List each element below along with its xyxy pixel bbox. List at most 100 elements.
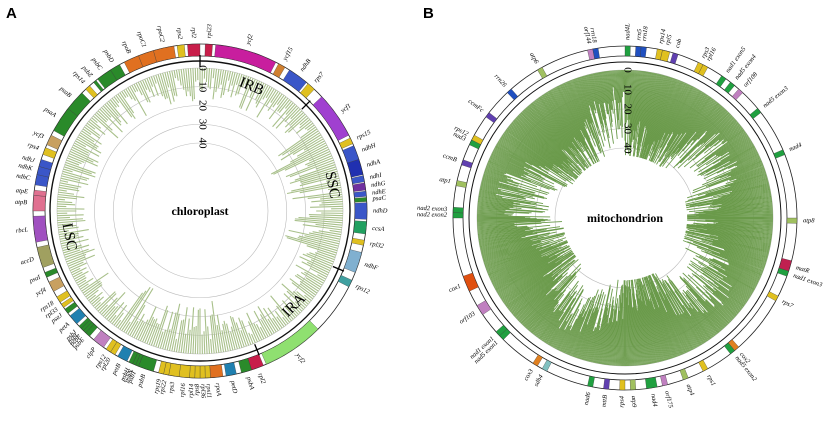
coverage-bar [685, 188, 771, 207]
coverage-bar [255, 81, 263, 94]
coverage-bar [667, 279, 711, 340]
coverage-bar [276, 305, 291, 323]
coverage-bar [57, 218, 83, 221]
coverage-bar [607, 70, 613, 110]
coverage-bar [70, 148, 99, 163]
coverage-bar [630, 70, 635, 130]
coverage-bar [702, 272, 747, 304]
gene-label: cox1 [448, 283, 462, 294]
coverage-bar [721, 266, 758, 286]
gene-label: ycf2 [294, 351, 307, 365]
coverage-bar [695, 212, 773, 216]
coverage-bar [540, 310, 562, 340]
coverage-bar [515, 274, 563, 319]
coverage-bar [612, 320, 617, 366]
coverage-bar [585, 75, 597, 111]
coverage-bar [255, 323, 265, 340]
coverage-bar [691, 263, 748, 302]
coverage-bar [562, 313, 582, 353]
coverage-bar [639, 278, 662, 362]
coverage-bar [687, 213, 773, 217]
coverage-bar [640, 281, 663, 362]
coverage-bar [683, 279, 728, 326]
coverage-bar [699, 255, 757, 287]
coverage-bar [88, 120, 106, 136]
coverage-bar [63, 166, 96, 178]
coverage-bar [686, 227, 772, 242]
gene-block [46, 134, 63, 150]
coverage-bar [510, 259, 575, 313]
coverage-bar [648, 279, 679, 357]
coverage-bar [547, 91, 583, 148]
coverage-bar [705, 144, 754, 173]
gene-label: ycf4 [34, 286, 48, 298]
coverage-bar [672, 88, 698, 133]
coverage-bar [488, 241, 568, 276]
coverage-bar [290, 112, 304, 126]
coverage-bar [677, 102, 719, 153]
genome-title: mitochondrion [587, 211, 663, 225]
coverage-bar [670, 280, 714, 338]
coverage-bar [85, 284, 103, 298]
coverage-bar [284, 113, 306, 134]
gene-block [158, 360, 167, 375]
coverage-bar [71, 146, 89, 156]
coverage-bar [304, 271, 324, 284]
coverage-bar [299, 175, 339, 187]
coverage-bar [75, 140, 87, 148]
coverage-bar [304, 294, 312, 302]
coverage-bar [526, 267, 582, 329]
coverage-bar [550, 89, 595, 165]
coverage-bar [513, 280, 554, 316]
coverage-bar [657, 88, 697, 159]
coverage-bar [729, 167, 765, 182]
coverage-bar [603, 71, 613, 127]
coverage-bar [485, 239, 564, 269]
coverage-bar [212, 68, 218, 100]
coverage-bar [485, 242, 558, 270]
coverage-bar [255, 84, 269, 108]
gene-label: psaI [28, 274, 43, 285]
gene-label: ndhK [18, 162, 34, 172]
coverage-bar [625, 286, 628, 366]
coverage-bar [628, 280, 635, 366]
gene-block [507, 88, 519, 101]
coverage-bar [698, 215, 773, 218]
coverage-bar [628, 70, 632, 120]
coverage-bar [500, 262, 556, 299]
coverage-bar [627, 286, 633, 366]
gene-label: psbB [136, 374, 147, 390]
coverage-bar [721, 201, 773, 208]
coverage-bar [253, 310, 269, 338]
coverage-bar [517, 115, 571, 166]
coverage-bar [696, 286, 732, 322]
gene-block [471, 134, 484, 145]
tick-label: 30 [621, 123, 633, 135]
coverage-bar [711, 194, 772, 206]
coverage-bar [549, 90, 581, 143]
gene-label: orf175 [663, 390, 674, 409]
coverage-bar [610, 70, 618, 140]
coverage-bar [294, 166, 337, 181]
coverage-bar [632, 70, 643, 148]
coverage-bar [498, 140, 540, 167]
coverage-bar [518, 114, 581, 175]
coverage-bar [670, 101, 717, 160]
coverage-bar [477, 213, 513, 216]
gene-label: atpE [15, 187, 28, 195]
coverage-bar [616, 289, 622, 366]
coverage-bar [477, 226, 529, 232]
coverage-bar [706, 156, 760, 182]
coverage-bar [649, 274, 685, 354]
coverage-bar [573, 303, 595, 358]
coverage-bar [260, 319, 271, 336]
coverage-bar [693, 222, 773, 230]
coverage-bar [715, 219, 773, 222]
coverage-bar [237, 74, 245, 95]
gene-block [261, 320, 319, 365]
coverage-bar [683, 312, 704, 344]
coverage-bar [541, 95, 579, 150]
coverage-bar [682, 240, 764, 272]
coverage-bar [677, 105, 722, 157]
coverage-bar [659, 95, 709, 167]
